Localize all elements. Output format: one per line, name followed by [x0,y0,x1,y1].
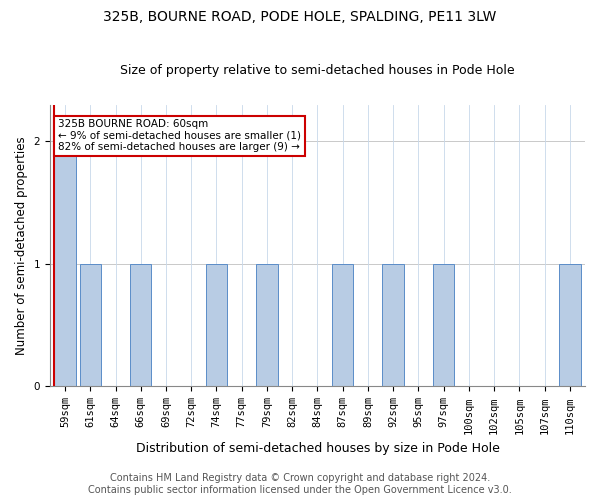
Text: Contains HM Land Registry data © Crown copyright and database right 2024.
Contai: Contains HM Land Registry data © Crown c… [88,474,512,495]
Bar [256,264,278,386]
Bar [80,264,101,386]
Bar [433,264,454,386]
Text: 325B, BOURNE ROAD, PODE HOLE, SPALDING, PE11 3LW: 325B, BOURNE ROAD, PODE HOLE, SPALDING, … [103,10,497,24]
Bar [332,264,353,386]
X-axis label: Distribution of semi-detached houses by size in Pode Hole: Distribution of semi-detached houses by … [136,442,499,455]
Bar [206,264,227,386]
Text: 325B BOURNE ROAD: 60sqm
← 9% of semi-detached houses are smaller (1)
82% of semi: 325B BOURNE ROAD: 60sqm ← 9% of semi-det… [58,120,301,152]
Title: Size of property relative to semi-detached houses in Pode Hole: Size of property relative to semi-detach… [120,64,515,77]
Bar [130,264,151,386]
Y-axis label: Number of semi-detached properties: Number of semi-detached properties [15,136,28,355]
Bar [559,264,581,386]
Bar [55,142,76,386]
Bar [382,264,404,386]
